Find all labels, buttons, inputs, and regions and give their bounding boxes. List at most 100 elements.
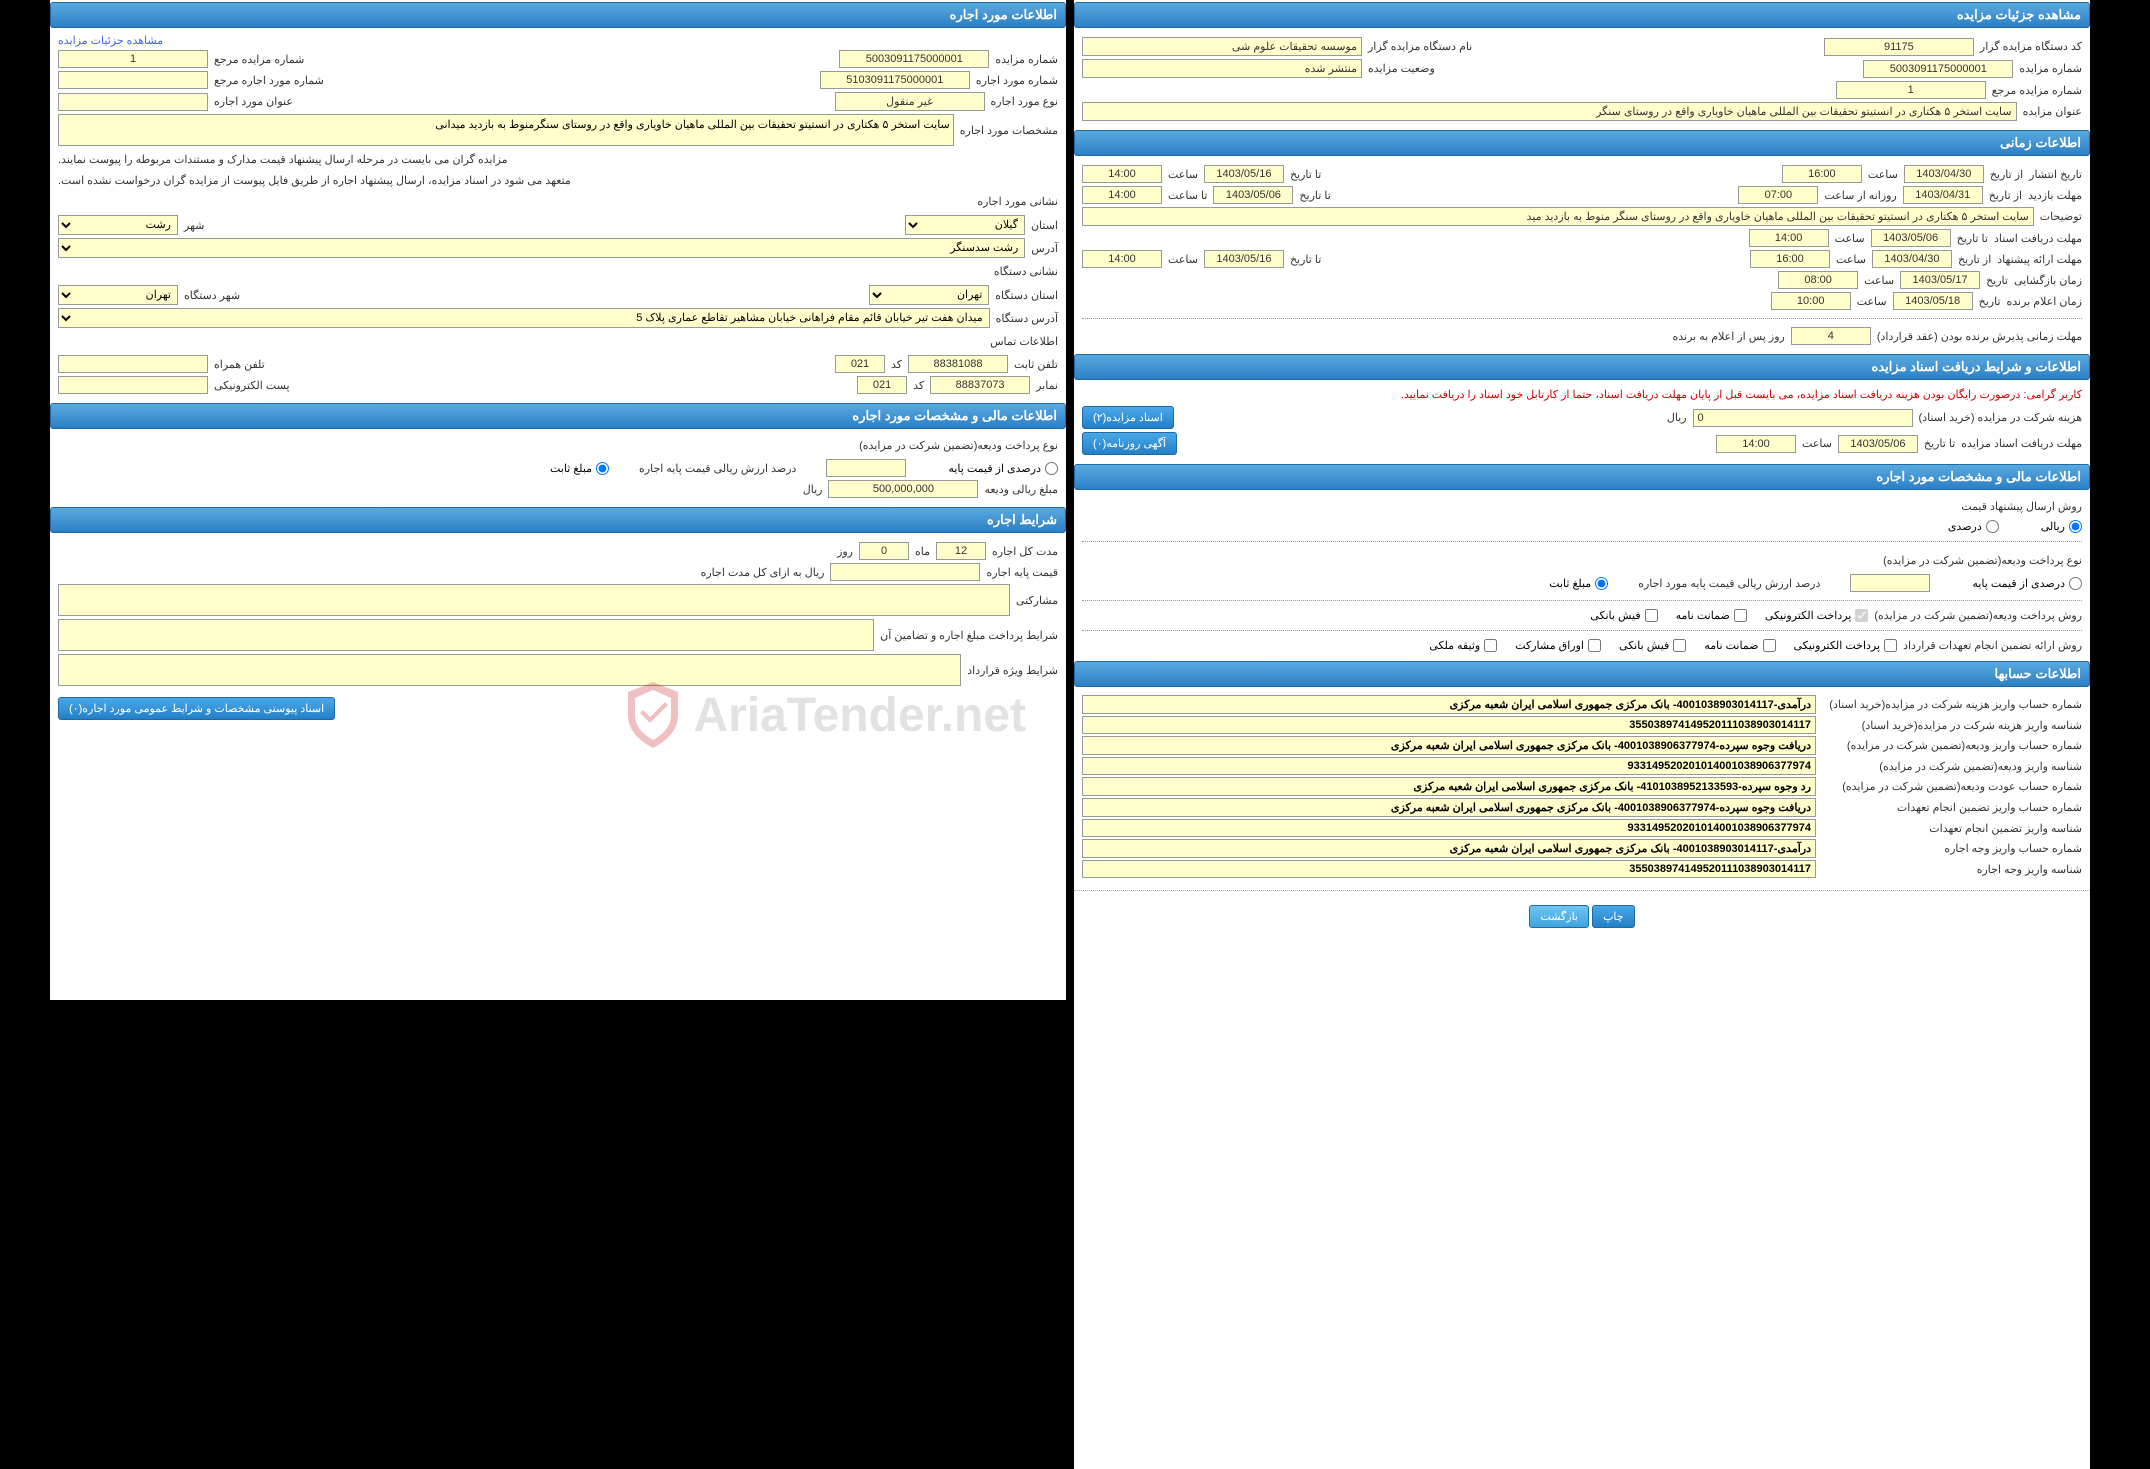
org-province-select[interactable]: تهران (869, 285, 989, 305)
from-date-label: از تاریخ (1990, 168, 2023, 181)
section-timing: اطلاعات زمانی (1074, 130, 2090, 156)
proposal-label: مهلت ارائه پیشنهاد (1997, 253, 2082, 266)
city-select[interactable]: رشت (58, 215, 178, 235)
mobile-label: تلفن همراه (214, 358, 265, 371)
electronic-pay-label-2: پرداخت الکترونیکی (1794, 639, 1881, 652)
percent-base-radio[interactable] (2069, 577, 2082, 590)
acc6-field: دریافت وجوه سپرده-4001038906377974- بانک… (1082, 798, 1816, 817)
lease-fixed-radio[interactable] (596, 462, 609, 475)
rial-label-2: ریال (803, 483, 823, 496)
guarantee-label: ضمانت نامه (1676, 609, 1730, 622)
opening-time: 08:00 (1778, 271, 1858, 289)
code-field: 91175 (1824, 38, 1974, 56)
acc8-label: شماره حساب واریز وجه اجاره (1822, 842, 2082, 855)
province-select[interactable]: گیلان (905, 215, 1025, 235)
lease-percent-label: درصدی از قیمت پایه (948, 462, 1041, 475)
duration-label: مدت کل اجاره (992, 545, 1058, 558)
acc5-field: رد وجوه سپرده-4101038952133593- بانک مرک… (1082, 777, 1816, 796)
percent-radio[interactable] (1986, 520, 1999, 533)
acc3-label: شماره حساب واریز ودیعه(تضمین شرکت در مزا… (1822, 739, 2082, 752)
acc4-field: 933149520201014001038906377974 (1082, 757, 1816, 775)
lease-ref: 1 (58, 50, 208, 68)
print-button[interactable]: چاپ (1592, 905, 1635, 928)
guarantee-check[interactable] (1734, 609, 1747, 622)
visit-to-time: 14:00 (1082, 186, 1162, 204)
accept-after: روز پس از اعلام به برنده (1672, 330, 1784, 343)
payment-cond-field (58, 619, 874, 651)
deposit-method-label: روش پرداخت ودیعه(تضمین شرکت در مزایده) (1874, 609, 2082, 622)
doc-deadline-time-2: 14:00 (1716, 435, 1796, 453)
lease-ref-label: شماره مزایده مرجع (214, 53, 304, 66)
lease-percent-radio[interactable] (1045, 462, 1058, 475)
winner-time: 10:00 (1771, 292, 1851, 310)
cost-field: 0 (1693, 409, 1913, 427)
code-field-phone: 021 (835, 355, 885, 373)
base-price-label: قیمت پایه اجاره (986, 566, 1058, 579)
org-address-field-label: آدرس دستگاه (996, 312, 1058, 325)
lease-title (58, 93, 208, 111)
securities-check[interactable] (1588, 639, 1601, 652)
electronic-pay-check-2[interactable] (1884, 639, 1897, 652)
section-accounts: اطلاعات حسابها (1074, 661, 2090, 687)
winner-date-label: تاریخ (1979, 295, 2001, 308)
org-city-label: شهر دستگاه (184, 289, 240, 302)
code-label-fax: کد (913, 379, 924, 392)
per-duration-label: ریال به ازای کل مدت اجاره (701, 566, 825, 579)
details-link[interactable]: مشاهده جزئیات مزایده (58, 35, 163, 47)
deposit-amount-label: مبلغ ریالی ودیعه (984, 483, 1058, 496)
org-label: نام دستگاه مزایده گزار (1368, 40, 1472, 53)
percent-opt-label: درصدی (1948, 520, 1982, 533)
property-check[interactable] (1484, 639, 1497, 652)
time-label-2: ساعت (1168, 168, 1198, 181)
proposal-to-date: 1403/05/16 (1204, 250, 1284, 268)
org-province-label: استان دستگاه (995, 289, 1058, 302)
fixed-opt-label: مبلغ ثابت (1549, 577, 1591, 590)
number-label: شماره مزایده (2019, 62, 2082, 75)
visit-desc: سایت استخر ۵ هکتاری در انستیتو تحقیقات ب… (1082, 207, 2034, 226)
rial-radio[interactable] (2069, 520, 2082, 533)
lease-percent-field (826, 459, 906, 477)
commitment-label: روش ارائه تضمین انجام تعهدات قرارداد (1903, 639, 2082, 652)
publish-label: تاریخ انتشار (2029, 168, 2082, 181)
lease-percent-desc: درصد ارزش ریالی قیمت پایه اجاره (639, 462, 796, 475)
mobile-field (58, 355, 208, 373)
docs-button[interactable]: اسناد مزایده(٢) (1082, 406, 1174, 429)
fax-field: 88837073 (930, 376, 1030, 394)
visit-from-date: 1403/04/31 (1903, 186, 1983, 204)
address-select[interactable]: رشت سدسنگر (58, 238, 1025, 258)
day-label: روز (837, 545, 853, 558)
method-label: روش ارسال پیشنهاد قیمت (1082, 496, 2082, 517)
guarantee-check-2[interactable] (1763, 639, 1776, 652)
section-lease-financial: اطلاعات مالی و مشخصات مورد اجاره (50, 403, 1066, 429)
lease-note2: متعهد می شود در اسناد مزایده، ارسال پیشن… (58, 170, 1058, 191)
months-field: 12 (936, 542, 986, 560)
acc3-field: دریافت وجوه سپرده-4001038906377974- بانک… (1082, 736, 1816, 755)
prop-to-label: تا تاریخ (1290, 253, 1321, 266)
bank-receipt-label-2: فیش بانکی (1619, 639, 1669, 652)
section-lease-conditions: شرایط اجاره (50, 507, 1066, 533)
contact-label: اطلاعات تماس (58, 331, 1058, 352)
daily-ad-button[interactable]: آگهی روزنامه(٠) (1082, 432, 1177, 455)
fixed-radio[interactable] (1595, 577, 1608, 590)
opening-date: 1403/05/17 (1900, 271, 1980, 289)
section-doc-conditions: اطلاعات و شرایط دریافت اسناد مزایده (1074, 354, 2090, 380)
org-address-label: نشانی دستگاه (58, 261, 1058, 282)
org-city-select[interactable]: تهران (58, 285, 178, 305)
doc-to-label: تا تاریخ (1957, 232, 1988, 245)
acc2-label: شناسه واریز هزینه شرکت در مزایده(خرید اس… (1822, 719, 2082, 732)
email-field (58, 376, 208, 394)
return-button[interactable]: بازگشت (1529, 905, 1589, 928)
title-field: سایت استخر ۵ هکتاری در انستیتو تحقیقات ب… (1082, 102, 2017, 121)
attachments-button[interactable]: اسناد پیوستی مشخصات و شرایط عمومی مورد ا… (58, 697, 335, 720)
deposit-amount: 500,000,000 (828, 480, 978, 498)
lease-subject-ref-label: شماره مورد اجاره مرجع (214, 74, 324, 87)
visit-desc-label: توضیحات (2040, 210, 2082, 223)
lease-number-label: شماره مزایده (995, 53, 1058, 66)
bank-receipt-check-2[interactable] (1673, 639, 1686, 652)
lease-deposit-type-label: نوع پرداخت ودیعه(تضمین شرکت در مزایده) (58, 435, 1058, 456)
org-address-select[interactable]: میدان هفت تیر خیابان قائم مقام فراهانی خ… (58, 308, 990, 328)
days-field: 0 (859, 542, 909, 560)
bank-receipt-check[interactable] (1645, 609, 1658, 622)
code-label-phone: کد (891, 358, 902, 371)
lease-specs-label: مشخصات مورد اجاره (960, 124, 1058, 137)
